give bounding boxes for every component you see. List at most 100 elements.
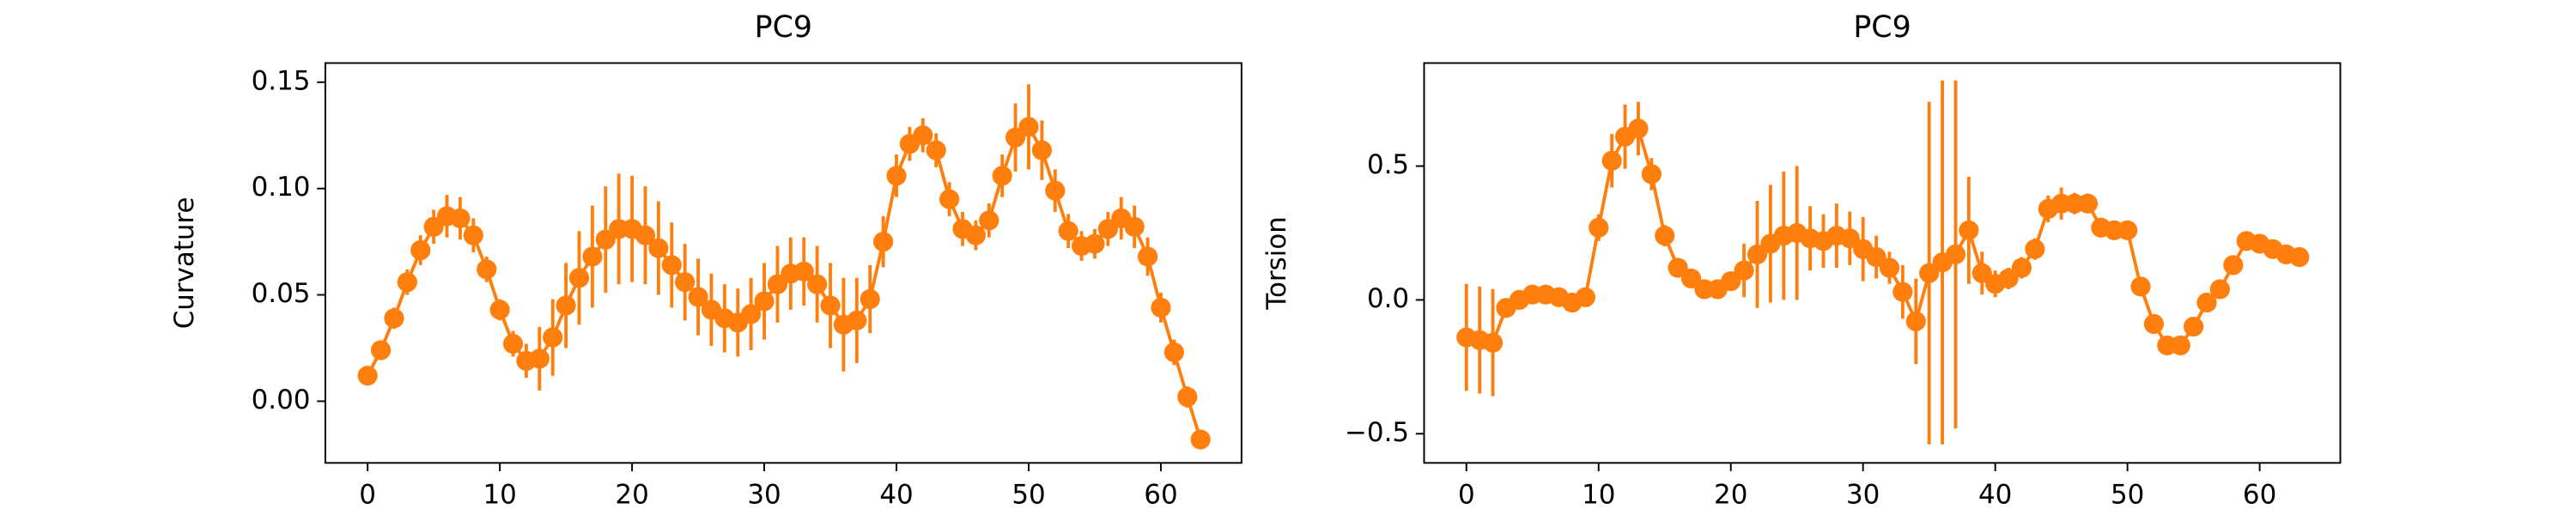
chart-title: PC9 — [755, 10, 812, 45]
data-point — [1031, 140, 1052, 161]
y-tick-label: 0.05 — [252, 278, 311, 309]
y-tick-label: 0.00 — [252, 385, 311, 415]
x-tick-label: 50 — [2111, 479, 2144, 510]
data-point — [2117, 220, 2138, 240]
data-point — [1680, 268, 1702, 289]
data-point — [939, 189, 960, 209]
data-point — [1893, 282, 1913, 302]
x-tick-label: 20 — [615, 479, 648, 510]
data-point — [582, 246, 603, 267]
data-point — [1655, 225, 1675, 246]
data-point — [979, 210, 999, 231]
data-point — [489, 300, 510, 320]
x-tick-label: 50 — [1012, 479, 1045, 510]
data-point — [2077, 193, 2099, 214]
data-point — [1866, 246, 1886, 268]
data-point — [529, 348, 550, 369]
data-point — [860, 288, 880, 310]
data-point — [807, 274, 828, 294]
data-point — [635, 225, 656, 245]
data-point — [1045, 180, 1066, 201]
data-point — [2130, 276, 2151, 297]
y-tick-label: 0.10 — [252, 172, 311, 203]
data-point — [477, 259, 497, 280]
data-point — [1589, 217, 1609, 238]
y-axis-label: Torsion — [1261, 216, 1292, 310]
data-point — [847, 310, 867, 330]
y-tick-label: 0.0 — [1367, 283, 1409, 314]
data-point — [2289, 246, 2310, 268]
x-tick-label: 0 — [359, 479, 376, 510]
y-tick-label: −0.5 — [1345, 417, 1409, 448]
y-axis-label: Curvature — [169, 197, 200, 329]
data-point — [1137, 246, 1158, 267]
data-point — [2011, 258, 2032, 278]
data-point — [1601, 150, 1622, 171]
data-point — [1747, 244, 1768, 264]
data-point — [913, 125, 933, 146]
plot-frame — [1423, 62, 2342, 464]
data-point — [767, 274, 788, 294]
data-point — [2143, 313, 2165, 335]
data-point — [1734, 260, 1754, 281]
y-tick-label: 0.15 — [252, 65, 311, 96]
x-tick-label: 40 — [1978, 479, 2012, 510]
data-point — [1190, 429, 1211, 450]
data-point — [1971, 263, 1992, 283]
data-point — [1084, 233, 1105, 254]
data-point — [992, 166, 1012, 186]
data-point — [1575, 287, 1595, 307]
data-point — [1005, 127, 1026, 148]
data-point — [568, 268, 590, 288]
data-point — [1839, 228, 1860, 249]
data-point — [2196, 292, 2217, 313]
data-point — [1058, 221, 1078, 241]
data-point — [463, 225, 483, 245]
x-tick-label: 60 — [1144, 479, 1177, 510]
data-point — [648, 238, 669, 258]
data-point — [965, 225, 986, 245]
data-point — [450, 208, 471, 228]
data-point — [886, 166, 907, 186]
data-point — [1879, 258, 1900, 278]
data-point — [1641, 164, 1662, 185]
y-tick-label: 0.5 — [1367, 149, 1409, 180]
data-point — [1482, 332, 1504, 353]
data-point — [661, 255, 682, 276]
data-point — [1018, 117, 1039, 137]
data-point — [2025, 239, 2045, 259]
data-point — [423, 216, 444, 237]
data-point — [741, 304, 762, 324]
data-point — [357, 366, 378, 386]
data-point — [754, 291, 775, 312]
data-point — [543, 327, 563, 348]
data-point — [2209, 279, 2231, 300]
chart-title: PC9 — [1853, 10, 1911, 45]
data-point — [873, 232, 894, 252]
data-point — [1177, 386, 1198, 408]
data-point — [820, 295, 841, 316]
data-point — [1959, 220, 1979, 240]
x-tick-label: 0 — [1458, 479, 1475, 510]
data-point — [688, 287, 708, 307]
x-tick-label: 10 — [1582, 479, 1615, 510]
data-point — [793, 261, 814, 282]
data-point — [1905, 311, 1926, 331]
x-tick-label: 10 — [483, 479, 516, 510]
data-point — [1151, 297, 1171, 318]
plot-frame — [324, 62, 1242, 464]
data-point — [675, 272, 696, 293]
data-point — [384, 308, 404, 329]
data-point — [2184, 316, 2204, 337]
data-point — [410, 239, 431, 261]
data-point — [502, 333, 524, 354]
x-tick-label: 20 — [1714, 479, 1747, 510]
data-point — [1919, 263, 1940, 283]
x-tick-label: 30 — [1846, 479, 1880, 510]
data-point — [1124, 216, 1145, 237]
data-point — [370, 340, 392, 360]
data-point — [2223, 255, 2244, 276]
